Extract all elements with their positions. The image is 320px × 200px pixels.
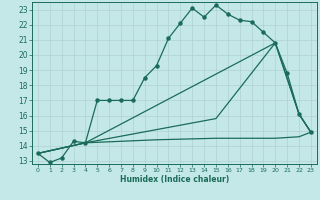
X-axis label: Humidex (Indice chaleur): Humidex (Indice chaleur) [120, 175, 229, 184]
